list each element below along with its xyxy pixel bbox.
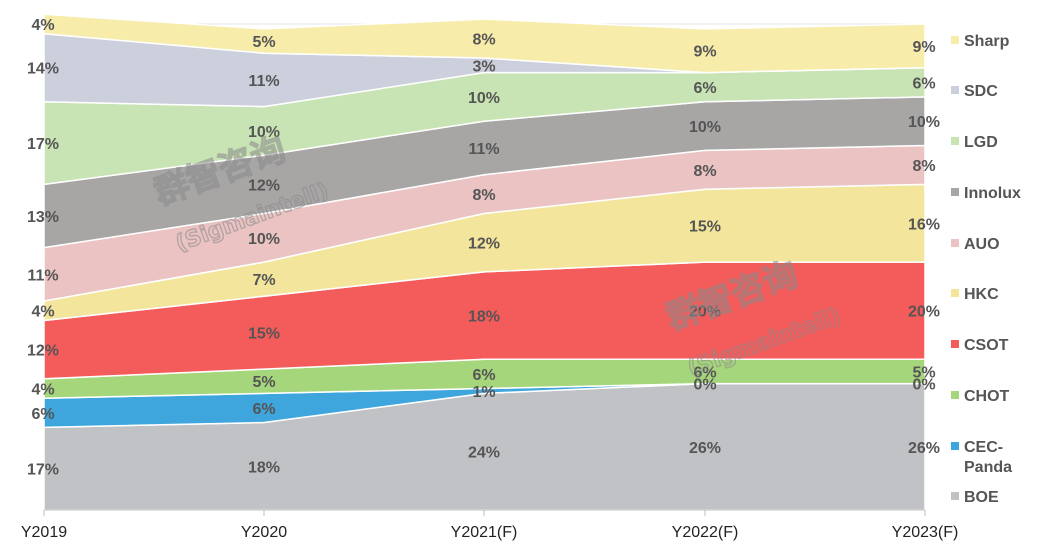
legend-label-lgd: LGD [964, 134, 998, 151]
x-tick-label: Y2021(F) [451, 524, 518, 541]
x-tick-label: Y2020 [241, 524, 287, 541]
data-label-innolux: 13% [27, 209, 59, 226]
legend-label-hkc: HKC [964, 286, 999, 303]
data-label-innolux: 12% [248, 177, 280, 194]
data-label-chot: 6% [693, 364, 716, 381]
data-label-cec-panda: 6% [31, 406, 54, 423]
legend-swatch-boe [951, 492, 959, 500]
legend: Sharp SDC LGD Innolux AUO HKC CSOT CHOT CEC- Pand… [951, 33, 1021, 506]
legend-label-sdc: SDC [964, 83, 998, 100]
legend-swatch-csot [951, 340, 959, 348]
legend-label-auo: AUO [964, 236, 1000, 253]
data-label-cec-panda: 1% [472, 384, 495, 401]
legend-swatch-cec-panda [951, 442, 959, 450]
area-sharp [43, 13, 926, 74]
data-label-sdc: 11% [248, 73, 279, 90]
data-label-innolux: 11% [468, 141, 499, 158]
data-label-lgd: 6% [693, 80, 716, 97]
x-tick-label: Y2023(F) [892, 524, 959, 541]
legend-swatch-hkc [951, 289, 959, 297]
data-label-boe: 26% [689, 440, 721, 457]
data-label-hkc: 12% [468, 236, 500, 253]
data-label-chot: 5% [912, 364, 935, 381]
data-label-sharp: 4% [31, 17, 54, 34]
data-label-sharp: 8% [472, 32, 495, 49]
data-label-hkc: 7% [252, 272, 275, 289]
data-label-cec-panda: 6% [252, 401, 275, 418]
data-label-sdc: 3% [472, 58, 495, 75]
data-labels: 17% 18%24% 26% 26%6% 6%1% 0% 0%4% 5% 6% 6% 5%12%15… [27, 17, 940, 479]
data-label-innolux: 10% [908, 114, 940, 131]
data-label-lgd: 6% [912, 75, 935, 92]
data-label-hkc: 4% [31, 304, 54, 321]
data-label-cec-panda: 0% [693, 377, 716, 394]
data-label-lgd: 10% [248, 124, 280, 141]
legend-label-boe: BOE [964, 489, 999, 506]
data-label-boe: 24% [468, 445, 500, 462]
data-label-chot: 6% [472, 367, 495, 384]
data-label-auo: 8% [693, 163, 716, 180]
legend-swatch-chot [951, 391, 959, 399]
data-label-cec-panda: 0% [912, 377, 935, 394]
data-label-lgd: 10% [468, 90, 500, 107]
data-label-auo: 8% [472, 187, 495, 204]
legend-swatch-sharp [951, 36, 959, 44]
legend-label-csot: CSOT [964, 337, 1009, 354]
data-label-auo: 8% [912, 158, 935, 175]
data-label-sdc: 14% [27, 61, 59, 78]
x-tick-label: Y2019 [21, 524, 67, 541]
data-label-chot: 4% [31, 382, 54, 399]
data-label-sharp: 9% [693, 44, 716, 61]
data-label-chot: 5% [252, 374, 275, 391]
data-label-boe: 18% [248, 459, 280, 476]
data-label-csot: 20% [908, 304, 940, 321]
data-label-boe: 17% [27, 462, 59, 479]
legend-swatch-lgd [951, 137, 959, 145]
legend-label-chot: CHOT [964, 388, 1010, 405]
data-label-boe: 26% [908, 440, 940, 457]
legend-label-cec-panda: CEC- [964, 439, 1003, 456]
legend-swatch-sdc [951, 86, 959, 94]
data-label-hkc: 15% [689, 219, 721, 236]
legend-label-innolux: Innolux [964, 185, 1021, 202]
legend-swatch-innolux [951, 188, 959, 196]
data-label-auo: 11% [27, 267, 58, 284]
data-label-lgd: 17% [27, 136, 59, 153]
data-label-innolux: 10% [689, 119, 721, 136]
legend-label-cec-panda-wrap: Panda [964, 459, 1012, 476]
data-label-sharp: 9% [912, 39, 935, 56]
data-label-csot: 18% [468, 309, 500, 326]
legend-label-sharp: Sharp [964, 33, 1010, 50]
data-label-auo: 10% [248, 231, 280, 248]
data-label-sharp: 5% [252, 34, 275, 51]
x-axis: Y2019 Y2020 Y2021(F) Y2022(F) Y2023(F) [21, 509, 959, 541]
data-label-csot: 15% [248, 326, 280, 343]
data-label-csot: 12% [27, 343, 59, 360]
data-label-hkc: 16% [908, 216, 940, 233]
data-label-csot: 20% [689, 304, 721, 321]
area-series [43, 13, 926, 511]
x-tick-label: Y2022(F) [672, 524, 739, 541]
legend-swatch-auo [951, 239, 959, 247]
